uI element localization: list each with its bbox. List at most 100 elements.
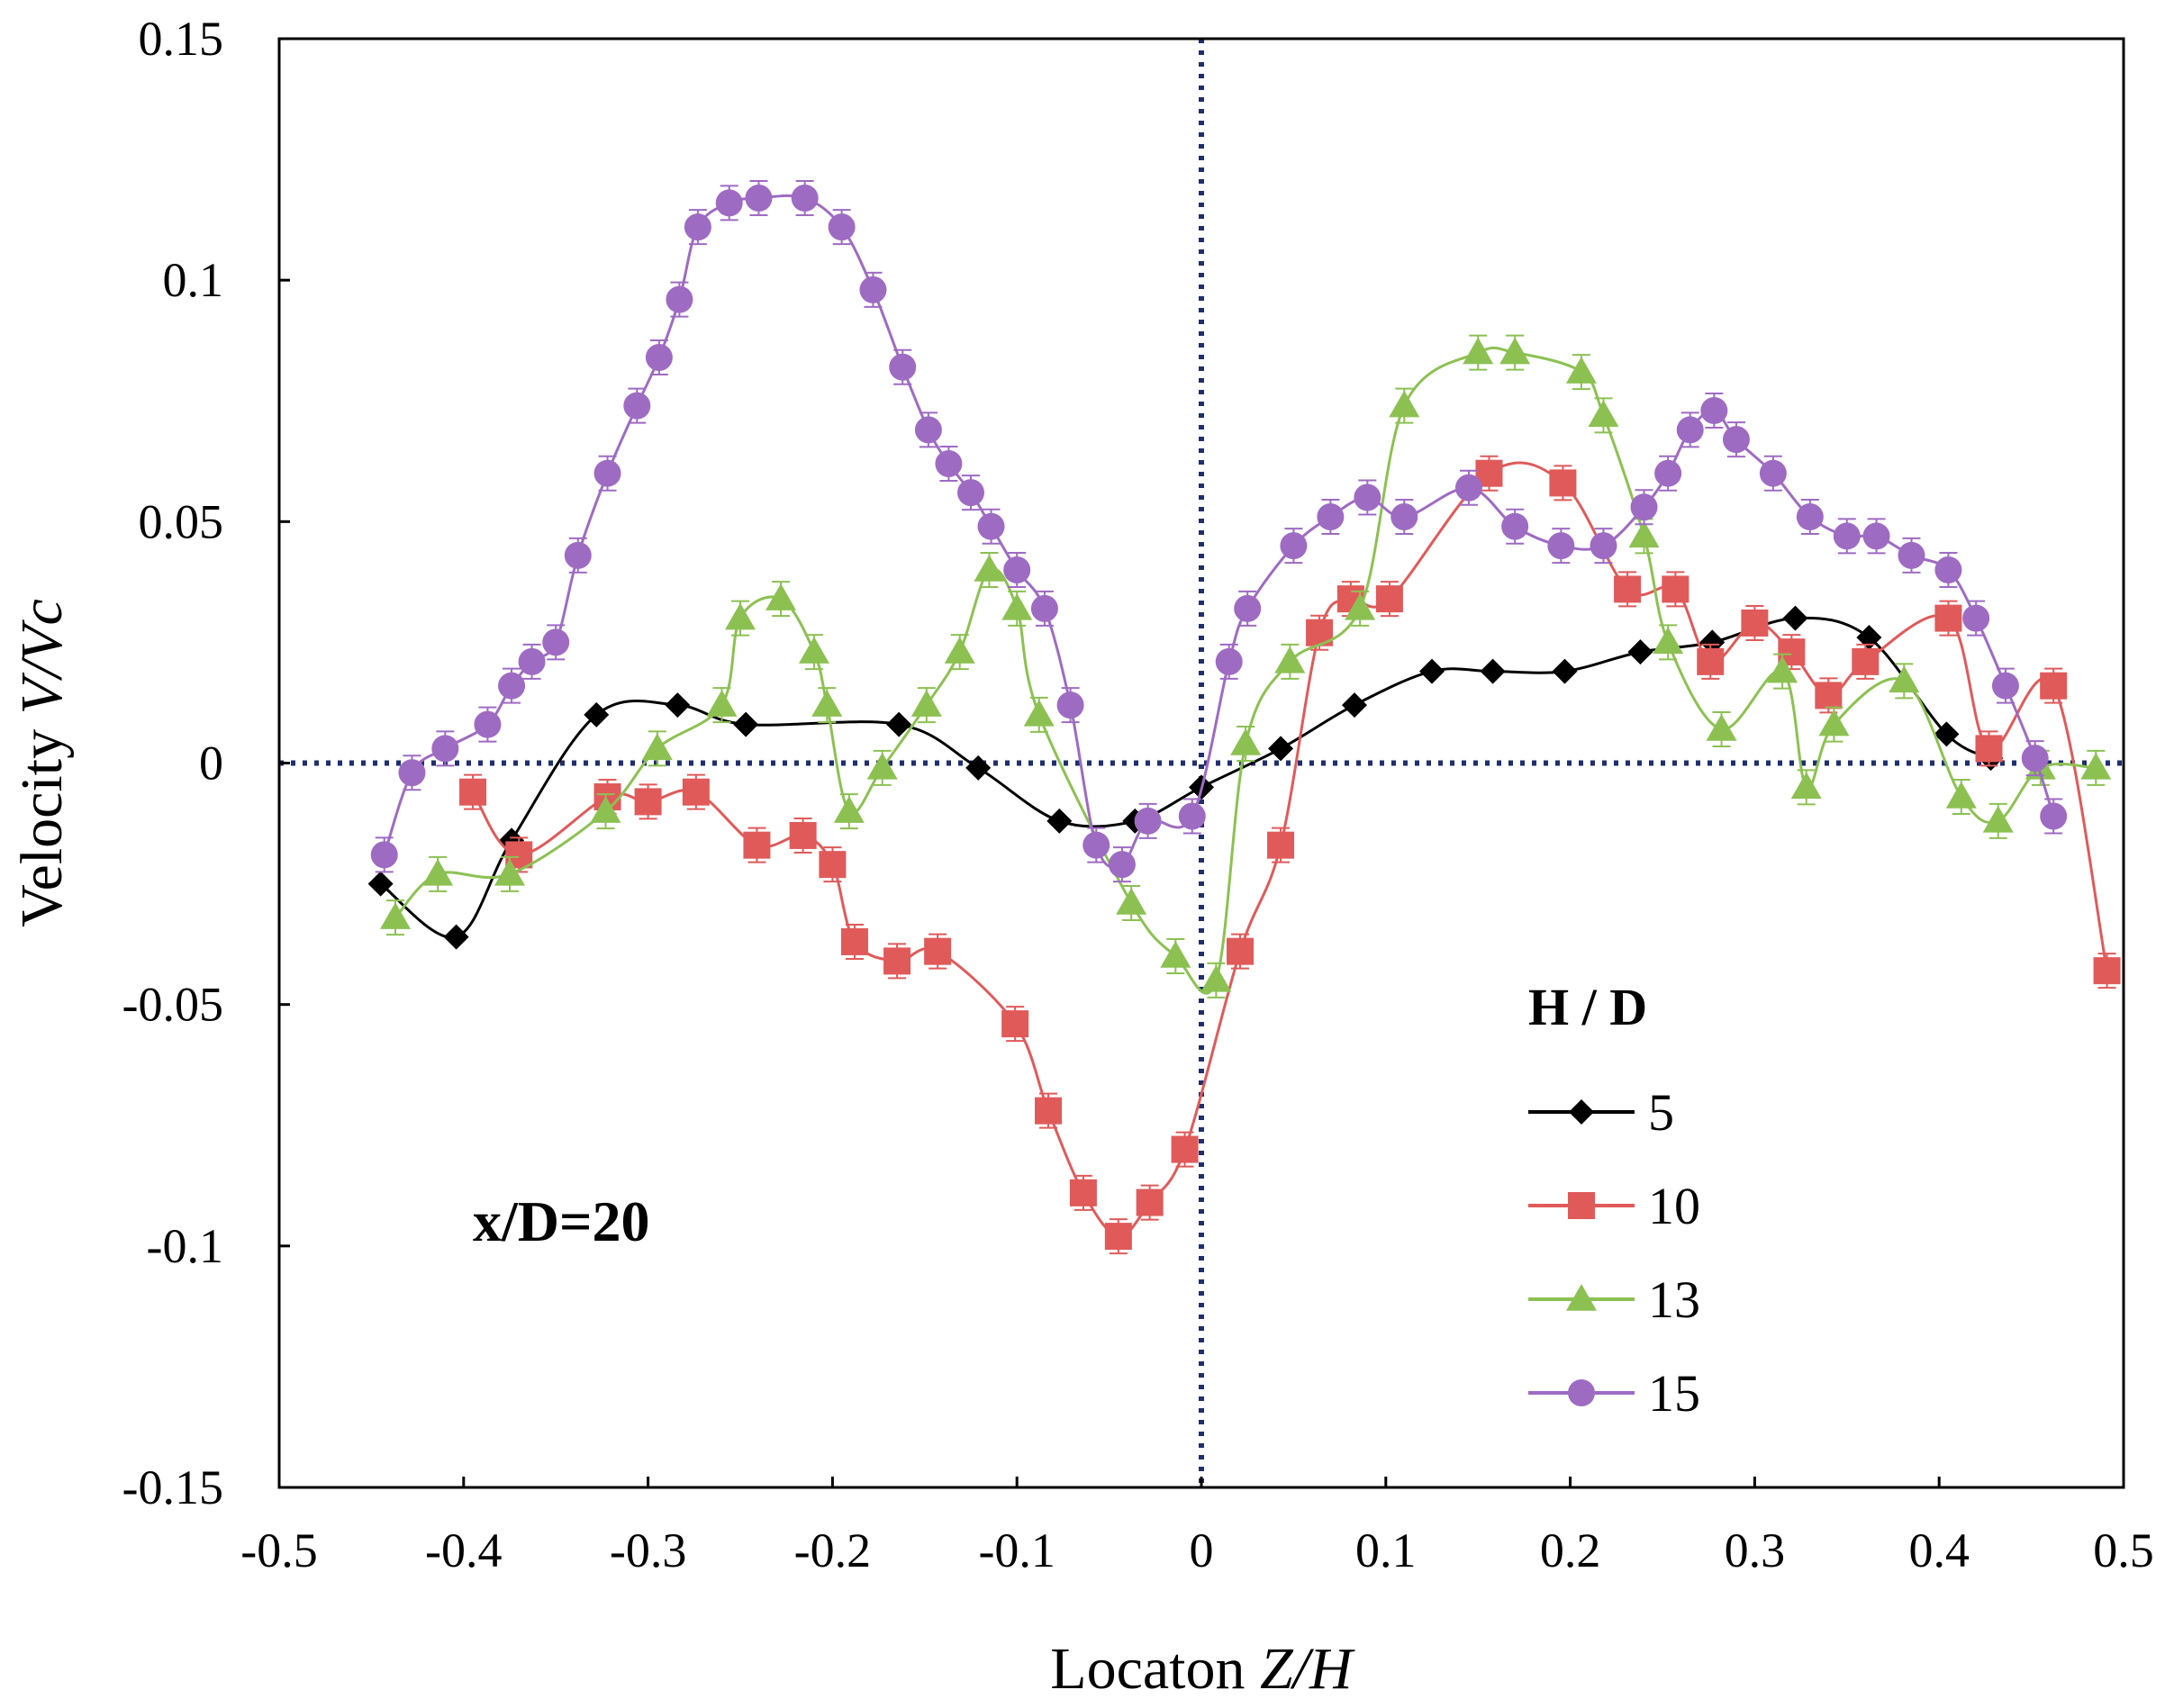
- data-point: [1588, 400, 1619, 428]
- data-point: [1023, 699, 1055, 727]
- x-axis-title-italic: Z/H: [1260, 1636, 1355, 1702]
- data-point: [1833, 522, 1861, 550]
- legend-title: H / D: [1528, 978, 1647, 1036]
- data-point: [380, 902, 412, 929]
- data-point: [1945, 782, 1977, 809]
- data-point: [1160, 941, 1191, 968]
- data-point: [974, 554, 1005, 582]
- legend-swatch-marker: [1569, 1099, 1594, 1125]
- data-point: [1676, 416, 1704, 444]
- x-tick-label: 0.2: [1540, 1523, 1601, 1577]
- x-tick-label: 0.5: [2093, 1523, 2154, 1577]
- data-point: [1230, 728, 1262, 755]
- legend-item-15: 15: [1528, 1364, 1700, 1423]
- data-point: [957, 479, 984, 507]
- legend-swatch-marker: [1566, 1284, 1597, 1311]
- data-point: [819, 851, 847, 879]
- data-point: [1341, 692, 1367, 718]
- data-point: [965, 755, 992, 781]
- x-tick-label: -0.5: [240, 1523, 317, 1577]
- data-point: [645, 343, 673, 371]
- data-point: [2040, 672, 2068, 700]
- data-point: [422, 858, 454, 886]
- x-axis-title: Locaton Z/H: [1050, 1636, 1355, 1702]
- data-point: [1267, 831, 1295, 859]
- data-point: [725, 602, 756, 630]
- data-point: [791, 184, 819, 212]
- legend-label: 5: [1648, 1083, 1674, 1142]
- data-point: [1375, 585, 1403, 613]
- data-point: [593, 459, 621, 487]
- data-point: [977, 512, 1005, 540]
- data-point: [1116, 888, 1147, 915]
- data-point: [889, 353, 917, 381]
- legend-swatch-marker: [1568, 1192, 1595, 1219]
- data-point: [431, 735, 459, 763]
- data-point: [1862, 522, 1890, 550]
- data-point: [1419, 658, 1445, 684]
- data-point: [1741, 609, 1769, 637]
- y-axis-title: Velocity V/Vc: [9, 599, 75, 927]
- data-point: [1782, 605, 1808, 631]
- data-point: [924, 937, 952, 965]
- data-point: [1069, 1179, 1097, 1206]
- data-point: [474, 710, 502, 738]
- data-point: [542, 628, 570, 656]
- data-point: [1934, 556, 1962, 583]
- data-point: [1934, 604, 1962, 632]
- data-point: [1628, 520, 1660, 548]
- data-point: [1759, 459, 1787, 487]
- series-line-13: [394, 346, 2097, 995]
- reference-lines: [279, 39, 2124, 1487]
- data-point: [910, 690, 942, 717]
- data-point: [1700, 396, 1728, 424]
- data-point: [828, 213, 856, 241]
- x-tick-label: -0.4: [425, 1523, 502, 1577]
- data-point: [665, 692, 691, 718]
- data-point: [398, 759, 426, 787]
- legend-label: 10: [1648, 1177, 1700, 1235]
- x-axis-title-prefix: Locaton: [1050, 1636, 1260, 1702]
- legend-item-5: 5: [1528, 1083, 1674, 1142]
- data-point: [1390, 502, 1418, 530]
- y-tick-label: -0.1: [147, 1219, 223, 1273]
- data-point: [1934, 721, 1960, 747]
- data-point: [518, 647, 546, 675]
- data-point: [733, 711, 759, 737]
- x-tick-label: -0.3: [610, 1523, 686, 1577]
- data-point: [1653, 627, 1684, 655]
- data-point: [1454, 474, 1482, 502]
- x-tick-label: 0.1: [1355, 1523, 1417, 1577]
- data-point: [745, 184, 773, 212]
- data-point: [833, 796, 865, 823]
- data-point: [1345, 592, 1376, 620]
- data-point: [634, 788, 662, 816]
- data-point: [370, 841, 398, 869]
- data-point: [1227, 937, 1255, 965]
- data-point: [789, 821, 817, 849]
- y-tick-label: 0.1: [163, 253, 224, 307]
- data-point: [1268, 736, 1294, 762]
- x-tick-label: 0: [1190, 1523, 1214, 1577]
- data-point: [1030, 594, 1058, 622]
- data-point: [706, 690, 738, 717]
- data-point: [1697, 647, 1725, 675]
- data-point: [1136, 1188, 1164, 1216]
- data-point: [1499, 337, 1531, 365]
- data-point: [1549, 469, 1577, 497]
- data-point: [459, 778, 487, 806]
- x-tick-label: -0.2: [794, 1523, 871, 1577]
- axis-ticks: -0.5 -0.4 -0.3 -0.2 -0.1 0 0.1 0.2 0.3 0.4 0.50.15…: [122, 12, 2154, 1577]
- data-point: [367, 871, 394, 897]
- data-point: [1898, 541, 1925, 569]
- data-point: [1171, 1135, 1199, 1163]
- data-point: [1614, 575, 1642, 603]
- data-point: [1982, 805, 2014, 833]
- legend-label: 13: [1648, 1270, 1700, 1329]
- legend-item-13: 13: [1528, 1270, 1700, 1329]
- y-tick-label: 0.15: [139, 12, 224, 66]
- data-point: [1991, 672, 2019, 700]
- annotation-x-over-d: x/D=20: [473, 1189, 649, 1253]
- y-tick-label: -0.05: [122, 978, 223, 1032]
